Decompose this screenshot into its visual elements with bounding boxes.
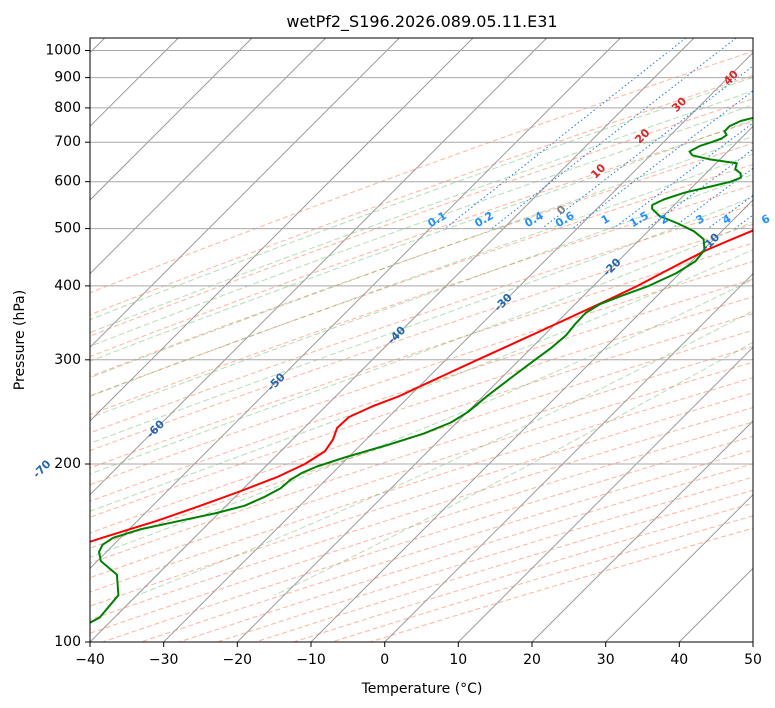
moist-adiabat	[90, 196, 753, 444]
moist-adiabat	[90, 221, 753, 475]
y-tick-label: 1000	[45, 43, 81, 59]
y-axis-ticks: 100 200 300 400 500 600 700 800 900 1000	[45, 43, 90, 650]
isotherm-line	[90, 38, 327, 275]
dry-adiabat	[90, 184, 753, 416]
moist-adiabat	[90, 119, 753, 362]
dry-adiabat	[90, 361, 753, 579]
y-tick-label: 800	[54, 100, 81, 116]
chart-title: wetPf2_S196.2026.089.05.11.E31	[286, 12, 557, 32]
dry-adiabat	[90, 163, 753, 397]
x-tick-label: 10	[449, 652, 467, 668]
y-tick-label: 400	[54, 278, 81, 294]
isotherm-line	[90, 38, 695, 642]
moist-adiabat	[90, 173, 753, 419]
y-tick-label: 200	[54, 456, 81, 472]
x-axis-ticks: −40 −30 −20 −10 0 10 20 30 40 50	[75, 642, 762, 668]
dry-adiabat	[90, 242, 753, 469]
dry-adiabat	[90, 50, 753, 294]
moist-adiabat	[90, 104, 753, 347]
dry-adiabat	[90, 377, 753, 593]
x-tick-label: −20	[223, 652, 253, 668]
y-tick-label: 300	[54, 352, 81, 368]
mixing-ratio-line	[572, 90, 753, 229]
y-tick-label: 500	[54, 221, 81, 237]
y-tick-label: 900	[54, 70, 81, 86]
mixing-ratio-line	[541, 65, 753, 229]
y-tick-label: 700	[54, 134, 81, 150]
x-tick-label: −10	[296, 652, 326, 668]
moist-adiabat	[90, 153, 753, 397]
dry-adiabat	[90, 223, 753, 452]
y-axis-label: Pressure (hPa)	[12, 290, 28, 390]
moist-adiabat	[90, 76, 753, 321]
isotherm-line	[752, 641, 753, 642]
mixing-ratio-line	[671, 167, 753, 230]
isotherm-line	[163, 51, 753, 642]
x-tick-label: 20	[523, 652, 541, 668]
x-tick-label: 0	[380, 652, 389, 668]
isotherm-line	[457, 346, 753, 642]
moist-adiabat	[137, 310, 753, 596]
plot-frame	[89, 37, 754, 643]
background-lines	[90, 38, 753, 642]
dry-adiabat	[90, 98, 753, 337]
dry-adiabat	[90, 204, 753, 434]
dry-adiabat	[90, 329, 753, 549]
x-tick-label: 40	[670, 652, 688, 668]
isotherm-line	[90, 38, 253, 201]
y-tick-label: 100	[54, 634, 81, 650]
isotherm-line	[90, 38, 474, 422]
isotherm-label: -70	[30, 457, 53, 480]
isotherm-line	[90, 38, 548, 496]
x-tick-label: −40	[75, 652, 105, 668]
isotherm-line	[384, 272, 753, 642]
temperature-trace	[90, 229, 753, 543]
dry-adiabat	[90, 278, 753, 502]
x-tick-label: −30	[149, 652, 179, 668]
x-tick-label: 50	[744, 652, 762, 668]
plot-area	[90, 38, 753, 642]
sounding-traces	[90, 116, 753, 624]
dewpoint-trace	[90, 116, 753, 624]
mixing-ratio-label: 6	[759, 212, 772, 227]
isotherm-line	[531, 420, 753, 642]
moist-adiabat	[90, 90, 753, 334]
y-tick-label: 600	[54, 174, 81, 190]
isotherm-line	[310, 199, 753, 642]
x-tick-label: 30	[597, 652, 615, 668]
isotherm-line	[605, 493, 753, 642]
dry-adiabat	[90, 142, 753, 378]
x-axis-label: Temperature (°C)	[361, 681, 483, 697]
isotherm-line	[236, 125, 753, 642]
dry-adiabat	[90, 345, 753, 564]
isotherm-line	[90, 38, 400, 349]
moist-adiabat	[90, 135, 753, 379]
isotherm-line	[90, 38, 621, 570]
dry-adiabat	[90, 392, 753, 607]
pressure-gridlines	[90, 50, 753, 465]
dry-adiabat	[90, 296, 753, 518]
